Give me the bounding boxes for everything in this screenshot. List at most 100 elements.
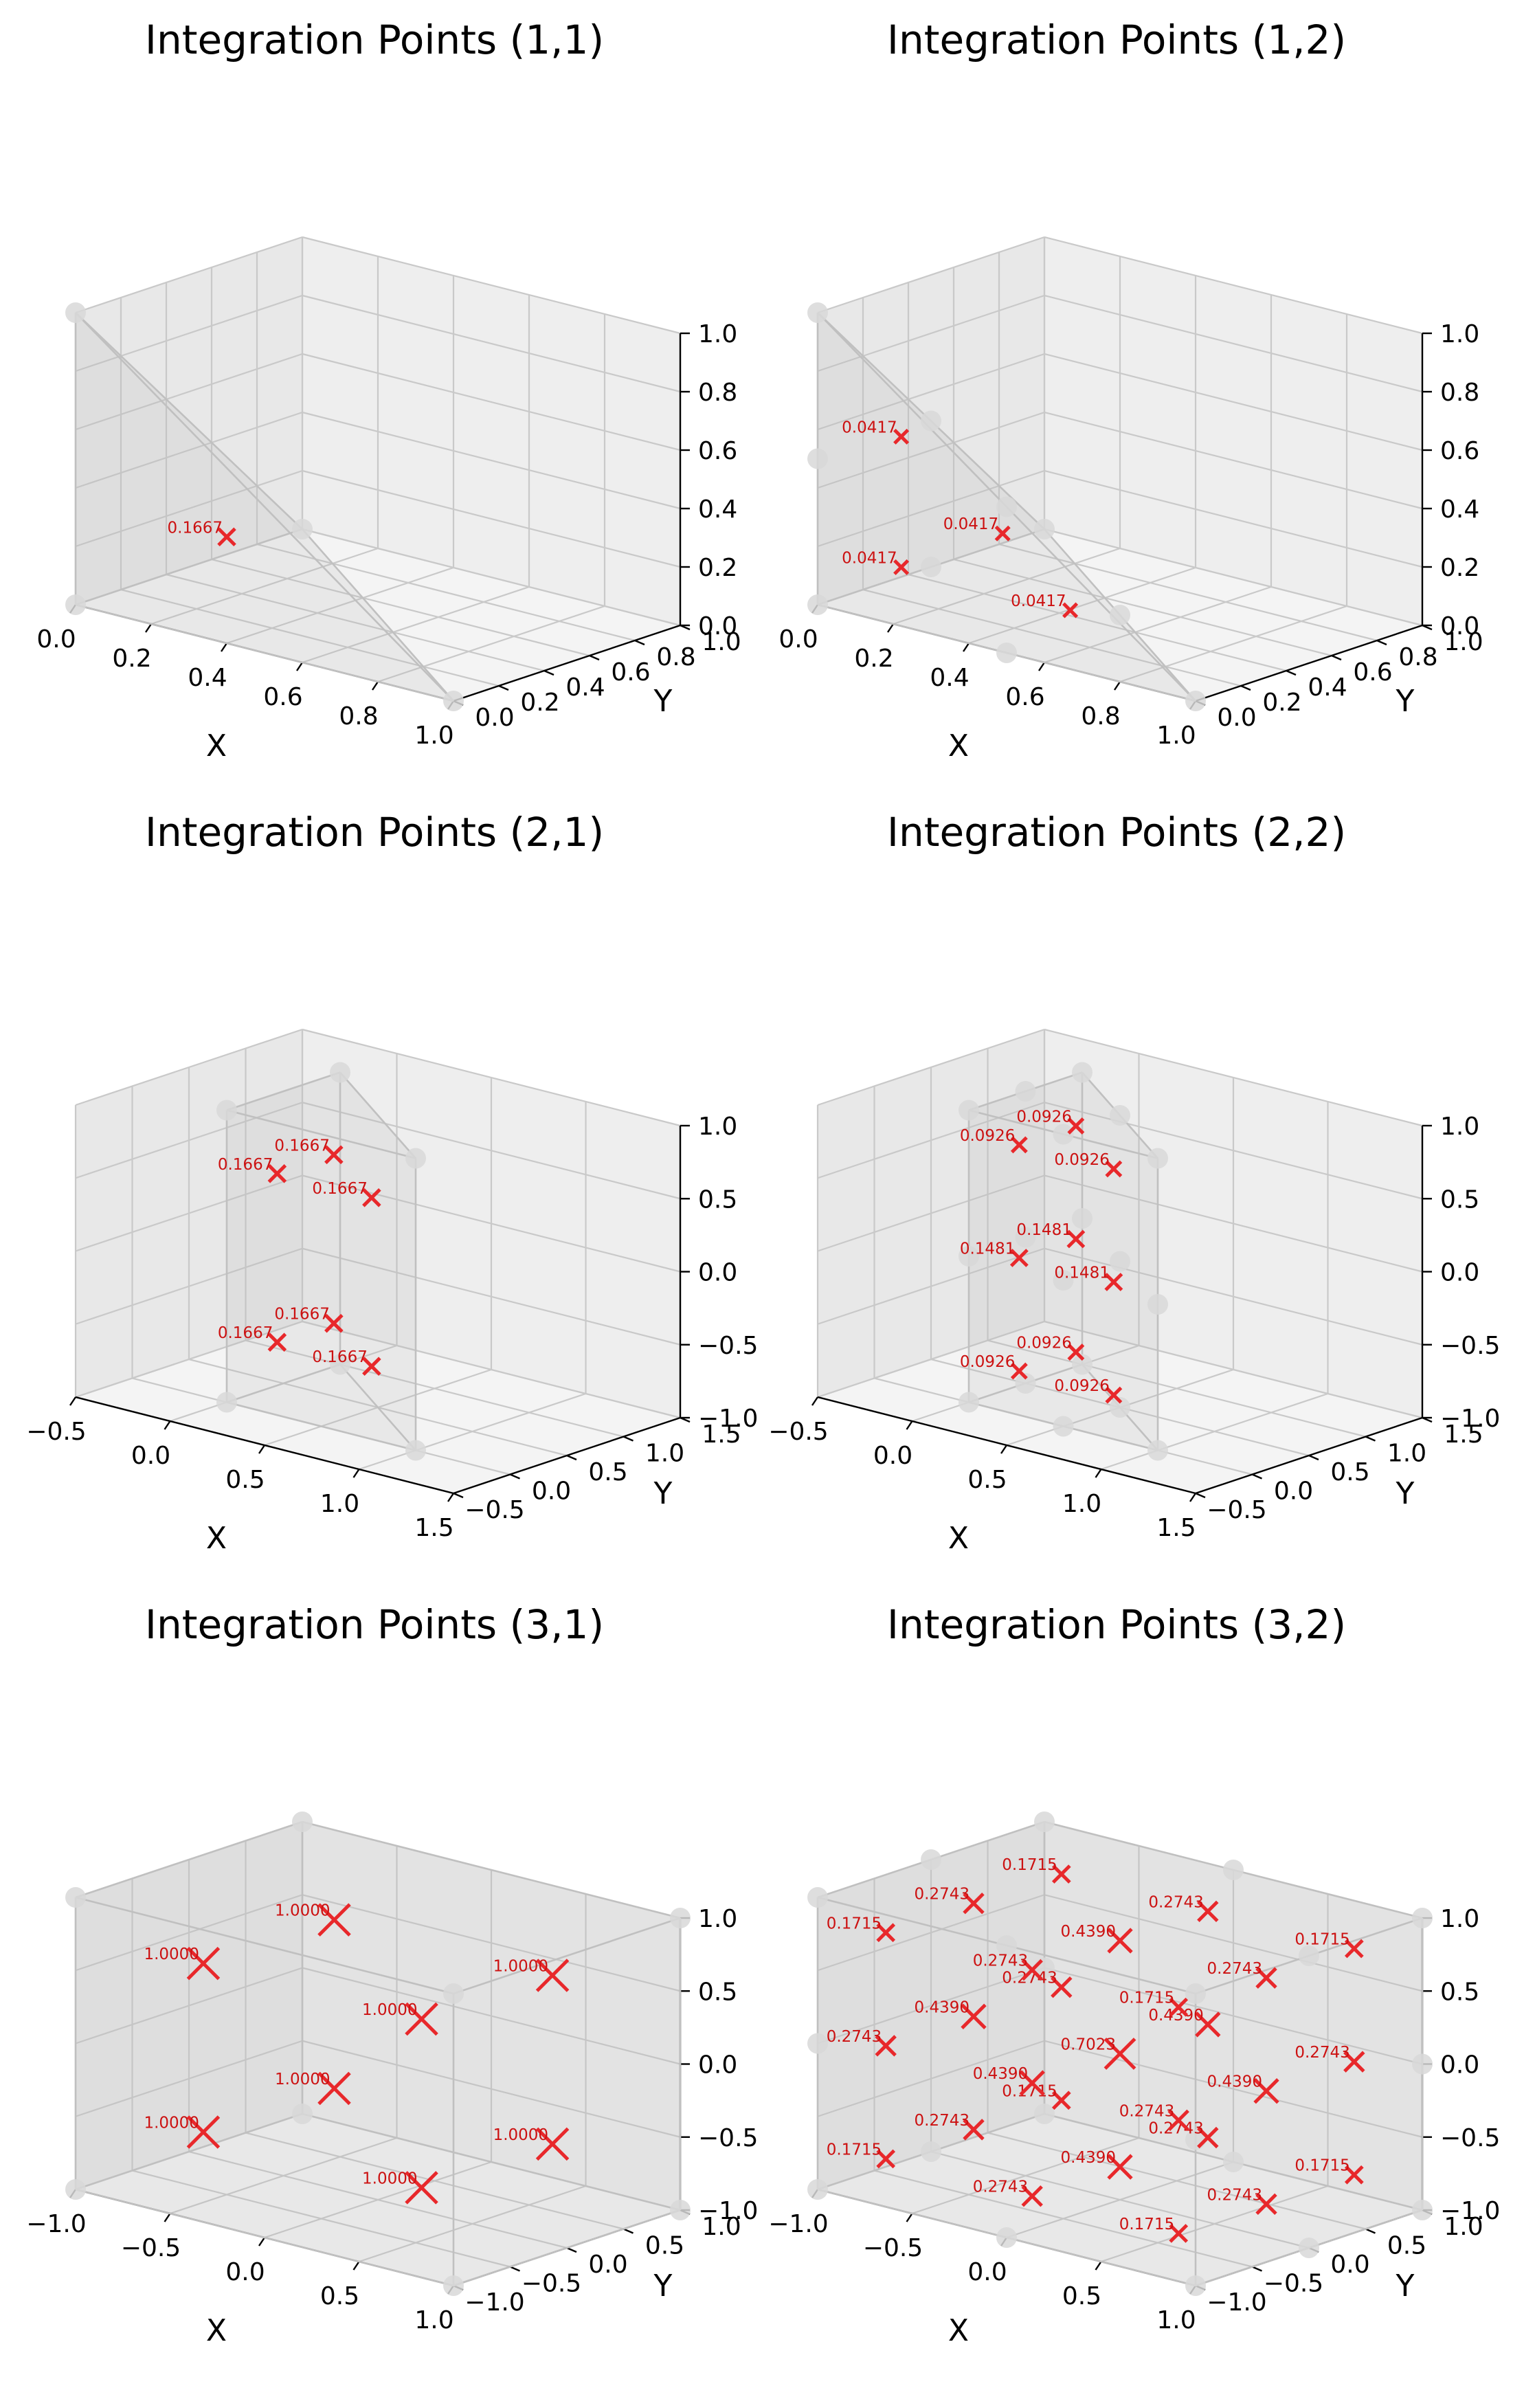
x-tick-label: 0.8	[339, 702, 378, 731]
element-edge	[302, 2112, 681, 2211]
grid-line	[132, 2170, 511, 2268]
y-tick-label: 1.0	[702, 628, 741, 656]
integration-point	[1010, 1362, 1028, 1380]
integration-point	[876, 2149, 896, 2169]
weight-label: 0.2743	[1295, 2044, 1349, 2062]
z-tick-label: 0.2	[1440, 554, 1479, 582]
y-tick-mark	[1365, 2228, 1376, 2234]
element-face	[1044, 1822, 1422, 2210]
grid-line	[1044, 1102, 1423, 1200]
element-face	[818, 313, 1044, 605]
pane-back	[1044, 237, 1422, 625]
weight-label: 0.2743	[1207, 1960, 1262, 1978]
element-node	[443, 691, 464, 711]
grid-line	[953, 558, 1332, 657]
x-tick-label: 0.2	[112, 645, 151, 673]
integration-point	[1255, 2193, 1277, 2216]
integration-point	[893, 559, 910, 575]
chart-title: Integration Points (1,1)	[145, 16, 604, 63]
x-tick-mark	[906, 1420, 913, 1430]
grid-line	[75, 469, 303, 548]
y-tick-label: 0.5	[1330, 1458, 1369, 1486]
weight-label: 0.1667	[218, 1156, 273, 1174]
z-tick-label: 0.0	[698, 612, 737, 640]
x-tick-mark	[906, 2213, 913, 2222]
y-tick-label: 0.0	[1274, 1478, 1313, 1506]
grid-line	[817, 2040, 1045, 2117]
x-tick-mark	[1095, 2261, 1102, 2271]
y-tick-mark	[1365, 1436, 1376, 1442]
integration-point	[1344, 1939, 1364, 1959]
grid-line	[302, 1102, 681, 1200]
z-tick-label: 0.5	[1440, 1185, 1479, 1214]
weight-label: 0.2743	[1207, 2186, 1262, 2204]
integration-point	[1051, 1864, 1071, 1884]
integration-point	[535, 2127, 570, 2161]
z-tick-label: 0.8	[698, 379, 737, 407]
y-tick-label: 0.8	[1398, 643, 1437, 671]
y-tick-label: 1.0	[645, 1440, 684, 1468]
weight-label: 0.1481	[1054, 1264, 1109, 1282]
integration-point	[324, 1313, 344, 1333]
weight-label: 0.0926	[960, 1127, 1015, 1145]
grid-line	[166, 573, 545, 672]
element-node	[959, 1100, 979, 1121]
element-face	[969, 1072, 1158, 1159]
element-node	[443, 2275, 464, 2296]
y-tick-label: 0.5	[1387, 2232, 1426, 2260]
element-edge	[302, 528, 454, 702]
chart-title: Integration Points (2,1)	[145, 809, 604, 856]
weight-label: 0.0417	[1011, 592, 1066, 610]
grid-line	[987, 1339, 1366, 1438]
z-tick-label: −0.5	[1440, 2124, 1500, 2152]
element-midnode	[1147, 1294, 1168, 1315]
y-tick-mark	[453, 1492, 464, 1499]
integration-point	[1107, 2154, 1133, 2180]
weight-label: 0.0926	[1054, 1377, 1109, 1395]
integration-point	[1051, 2091, 1071, 2110]
element-node	[405, 1440, 426, 1461]
element-midnode	[1223, 1860, 1244, 1880]
integration-point	[1067, 1117, 1085, 1135]
grid-line	[817, 1967, 1045, 2044]
weight-label: 0.1715	[1295, 1931, 1349, 1949]
element-node	[65, 2179, 86, 2200]
grid-line	[1044, 411, 1423, 510]
element-midnode	[996, 1935, 1017, 1956]
grid-line	[1044, 1247, 1423, 1346]
chart-title: Integration Points (1,2)	[887, 16, 1346, 63]
grid-line	[226, 566, 454, 645]
weight-label: 0.1667	[274, 1306, 329, 1324]
weight-label: 0.4390	[973, 2065, 1028, 2083]
element-midnode	[959, 1246, 979, 1267]
weight-label: 0.2743	[915, 1886, 970, 1904]
grid-line	[817, 1028, 1045, 1106]
element-midnode	[921, 557, 941, 577]
x-tick-label: −0.5	[863, 2234, 923, 2262]
z-tick-label: 0.4	[698, 495, 737, 524]
y-tick-mark	[544, 669, 554, 676]
y-tick-mark	[1331, 654, 1342, 661]
element-node	[807, 2179, 828, 2200]
z-tick-label: −0.5	[698, 2124, 758, 2152]
element-node	[807, 594, 828, 615]
integration-point	[267, 1164, 287, 1183]
grid-line	[1119, 605, 1347, 683]
grid-line	[302, 1894, 681, 1992]
element-midnode	[1053, 1416, 1074, 1437]
x-tick-mark	[258, 1445, 265, 1454]
z-tick-label: 0.4	[1440, 495, 1479, 524]
element-node	[670, 2200, 691, 2220]
integration-point	[186, 2115, 221, 2149]
integration-point	[1010, 1136, 1028, 1154]
grid-line	[256, 543, 636, 642]
element-edge	[226, 1363, 341, 1403]
x-tick-mark	[811, 1396, 818, 1406]
y-tick-label: 0.0	[532, 1478, 571, 1506]
element-node	[1147, 1440, 1168, 1461]
element-edge	[75, 1896, 454, 1995]
weight-label: 0.7023	[1061, 2036, 1116, 2054]
x-tick-label: 1.5	[1156, 1514, 1196, 1542]
element-edge	[75, 312, 454, 702]
grid-line	[75, 353, 303, 431]
